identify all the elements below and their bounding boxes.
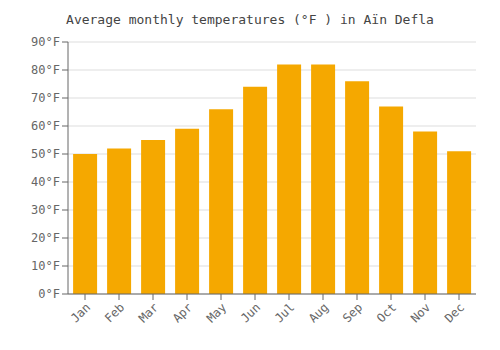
svg-text:70°F: 70°F [31,91,60,105]
svg-text:20°F: 20°F [31,231,60,245]
svg-text:Dec: Dec [442,300,467,325]
svg-text:30°F: 30°F [31,203,60,217]
svg-text:Apr: Apr [170,300,195,325]
svg-text:Nov: Nov [408,300,433,325]
svg-text:0°F: 0°F [38,287,60,301]
svg-text:Feb: Feb [102,300,127,325]
html-text:Average monthly temperatures (: Average monthly temperatures (°F ) in Aï… [66,12,434,27]
svg-text:Jun: Jun [238,300,263,325]
svg-text:10°F: 10°F [31,259,60,273]
svg-text:60°F: 60°F [31,119,60,133]
svg-text:40°F: 40°F [31,175,60,189]
svg-text:Mar: Mar [136,300,161,325]
svg-text:Aug: Aug [306,300,331,325]
svg-text:May: May [204,300,229,325]
svg-text:Jul: Jul [272,300,297,325]
svg-text:Sep: Sep [340,300,365,325]
svg-text:80°F: 80°F [31,63,60,77]
svg-text:50°F: 50°F [31,147,60,161]
svg-text:Oct: Oct [374,300,399,325]
svg-text:Jan: Jan [68,300,93,325]
svg-text:90°F: 90°F [31,35,60,49]
